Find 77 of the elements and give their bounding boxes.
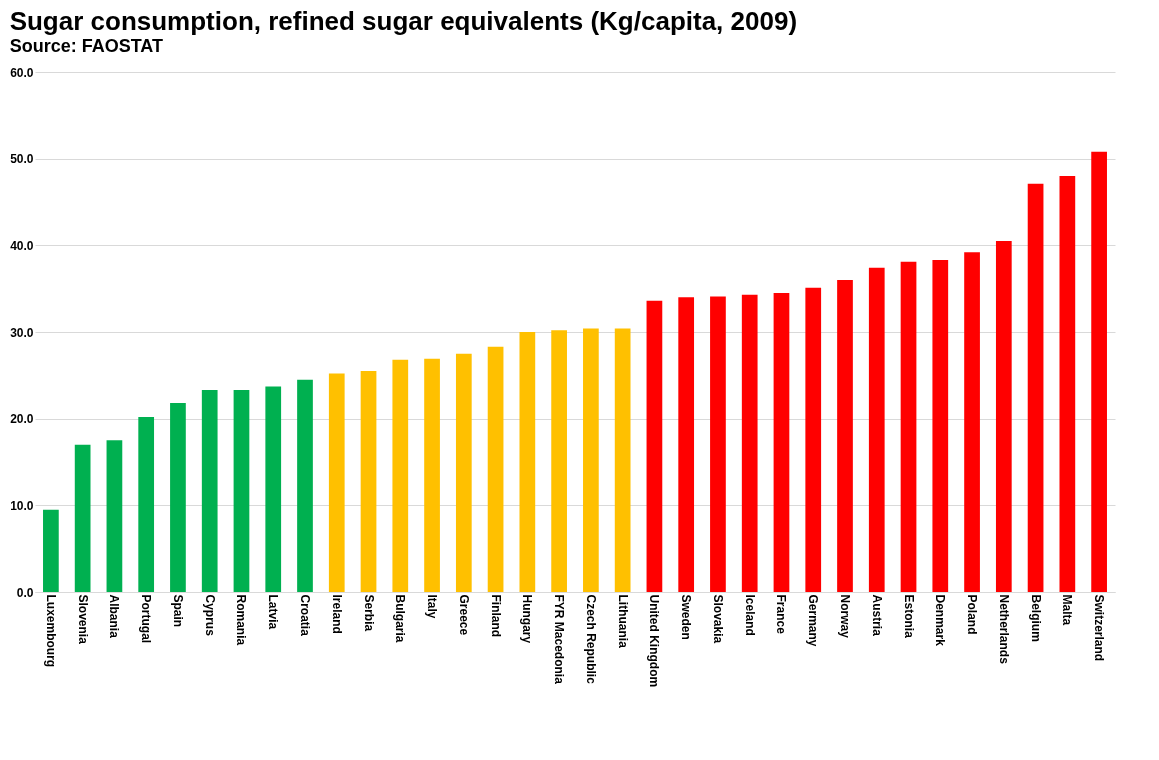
- x-tick-label: FYR Macedonia: [552, 594, 567, 685]
- bar: [1059, 176, 1076, 592]
- x-tick-label: Hungary: [520, 594, 535, 644]
- x-tick-label: Austria: [869, 594, 884, 637]
- bar: [424, 358, 440, 592]
- x-tick-label: Ireland: [329, 594, 344, 634]
- bar: [583, 328, 599, 592]
- x-tick-label: Luxembourg: [43, 594, 58, 668]
- x-tick-label: Romania: [234, 594, 249, 646]
- bar: [995, 241, 1012, 592]
- bar: [265, 386, 282, 592]
- bar: [297, 379, 313, 592]
- x-tick-label: Slovenia: [75, 594, 90, 645]
- x-tick-label: Estonia: [901, 594, 916, 639]
- x-tick-label: Iceland: [742, 594, 757, 636]
- x-tick-label: Norway: [838, 594, 852, 639]
- bar: [964, 252, 980, 592]
- x-tick-label: Bulgaria: [393, 594, 408, 643]
- bar: [741, 294, 758, 592]
- bar: [519, 332, 536, 592]
- y-tick-label: 20.0: [10, 412, 34, 427]
- y-tick-label: 60.0: [10, 65, 34, 80]
- x-tick-label: Portugal: [139, 594, 154, 644]
- bar: [1091, 151, 1107, 592]
- bar: [43, 509, 59, 592]
- x-tick-label: Lithuania: [615, 594, 630, 649]
- x-tick-label: Cyprus: [202, 594, 217, 637]
- bar: [837, 280, 853, 592]
- x-tick-label: Latvia: [266, 594, 281, 630]
- chart-subtitle: Source: FAOSTAT: [9, 36, 163, 56]
- bar: [201, 390, 218, 592]
- bar: [678, 297, 695, 592]
- bar: [614, 328, 631, 592]
- x-tick-label: Italy: [425, 594, 440, 619]
- bar: [392, 359, 409, 592]
- x-tick-label: Finland: [488, 594, 503, 638]
- y-tick-label: 0.0: [16, 585, 34, 600]
- bar: [170, 403, 186, 592]
- bar: [1027, 183, 1044, 592]
- x-tick-label: Poland: [965, 594, 980, 635]
- x-tick-label: Netherlands: [996, 594, 1011, 665]
- x-tick-label: Belgium: [1028, 594, 1043, 642]
- x-tick-label: Slovakia: [710, 594, 725, 644]
- bar: [646, 300, 663, 592]
- bar: [710, 296, 726, 592]
- chart-title: Sugar consumption, refined sugar equivalents (Kg/capita, 2009): [9, 6, 798, 36]
- bar: [138, 416, 155, 592]
- bar: [106, 440, 123, 592]
- x-tick-label: Albania: [107, 594, 122, 639]
- bar: [328, 373, 345, 592]
- y-tick-label: 50.0: [10, 152, 34, 167]
- x-tick-label: Czech Republic: [583, 594, 598, 685]
- y-tick-label: 40.0: [10, 238, 34, 253]
- x-tick-label: Croatia: [298, 594, 312, 637]
- bar: [900, 261, 917, 592]
- x-tick-label: Malta: [1060, 594, 1075, 626]
- bar: [773, 293, 790, 592]
- x-tick-label: Spain: [170, 594, 185, 628]
- x-tick-label: France: [774, 594, 789, 635]
- bar: [233, 390, 250, 592]
- y-tick-label: 10.0: [10, 498, 34, 513]
- bar: [551, 330, 567, 592]
- x-tick-label: Serbia: [361, 594, 376, 632]
- bar: [487, 346, 504, 592]
- bar: [74, 444, 91, 592]
- x-tick-label: Switzerland: [1092, 594, 1107, 662]
- bar: [455, 353, 472, 592]
- x-tick-label: United Kingdom: [647, 594, 662, 688]
- x-tick-label: Denmark: [933, 594, 948, 647]
- bar: [932, 260, 949, 592]
- x-tick-label: Sweden: [679, 594, 694, 640]
- bar: [805, 287, 822, 592]
- x-tick-label: Greece: [456, 594, 471, 636]
- bar: [868, 267, 885, 592]
- y-tick-label: 30.0: [10, 325, 34, 340]
- x-tick-label: Germany: [806, 594, 821, 647]
- bar: [360, 371, 377, 592]
